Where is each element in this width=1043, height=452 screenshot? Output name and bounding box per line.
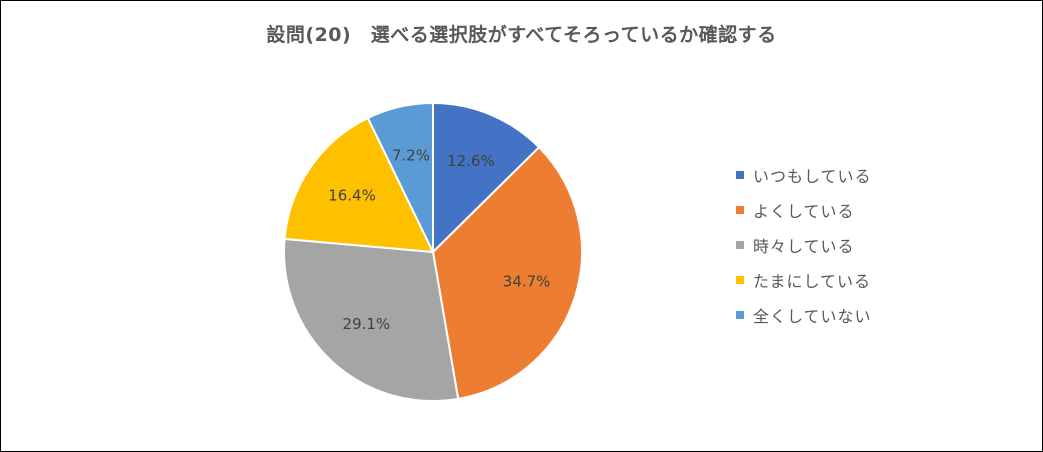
legend-item-itsumo: いつもしている bbox=[736, 157, 872, 192]
legend: いつもしている よくしている 時々している たまにしている 全くしていない bbox=[736, 157, 872, 332]
legend-swatch-mattaku bbox=[736, 310, 744, 319]
data-label-mattaku: 7.2% bbox=[392, 147, 430, 165]
legend-label-tokidoki: 時々している bbox=[753, 236, 855, 256]
pie-slice-tokidoki bbox=[283, 237, 460, 402]
legend-label-yoku: よくしている bbox=[753, 201, 855, 221]
pie-slice-mattaku bbox=[366, 101, 434, 253]
pie-slice-yoku bbox=[431, 145, 583, 401]
legend-label-itsumo: いつもしている bbox=[753, 166, 872, 186]
legend-label-tamani: たまにしている bbox=[753, 271, 872, 291]
legend-swatch-yoku bbox=[736, 205, 744, 214]
legend-label-mattaku: 全くしていない bbox=[753, 306, 872, 326]
pie-slice-itsumo bbox=[432, 101, 541, 255]
data-label-yoku: 34.7% bbox=[503, 273, 551, 291]
pie-slice-tamani bbox=[283, 116, 435, 254]
legend-item-yoku: よくしている bbox=[736, 192, 872, 227]
legend-item-mattaku: 全くしていない bbox=[736, 297, 872, 332]
data-label-tokidoki: 29.1% bbox=[343, 315, 391, 333]
legend-swatch-itsumo bbox=[736, 170, 744, 179]
legend-item-tokidoki: 時々している bbox=[736, 227, 872, 262]
chart-title: 設問(20) 選べる選択肢がすべてそろっているか確認する bbox=[266, 24, 777, 46]
legend-swatch-tokidoki bbox=[736, 240, 744, 249]
legend-swatch-tamani bbox=[736, 275, 744, 284]
legend-item-tamani: たまにしている bbox=[736, 262, 872, 297]
data-label-tamani: 16.4% bbox=[328, 187, 376, 205]
data-label-itsumo: 12.6% bbox=[447, 152, 495, 170]
